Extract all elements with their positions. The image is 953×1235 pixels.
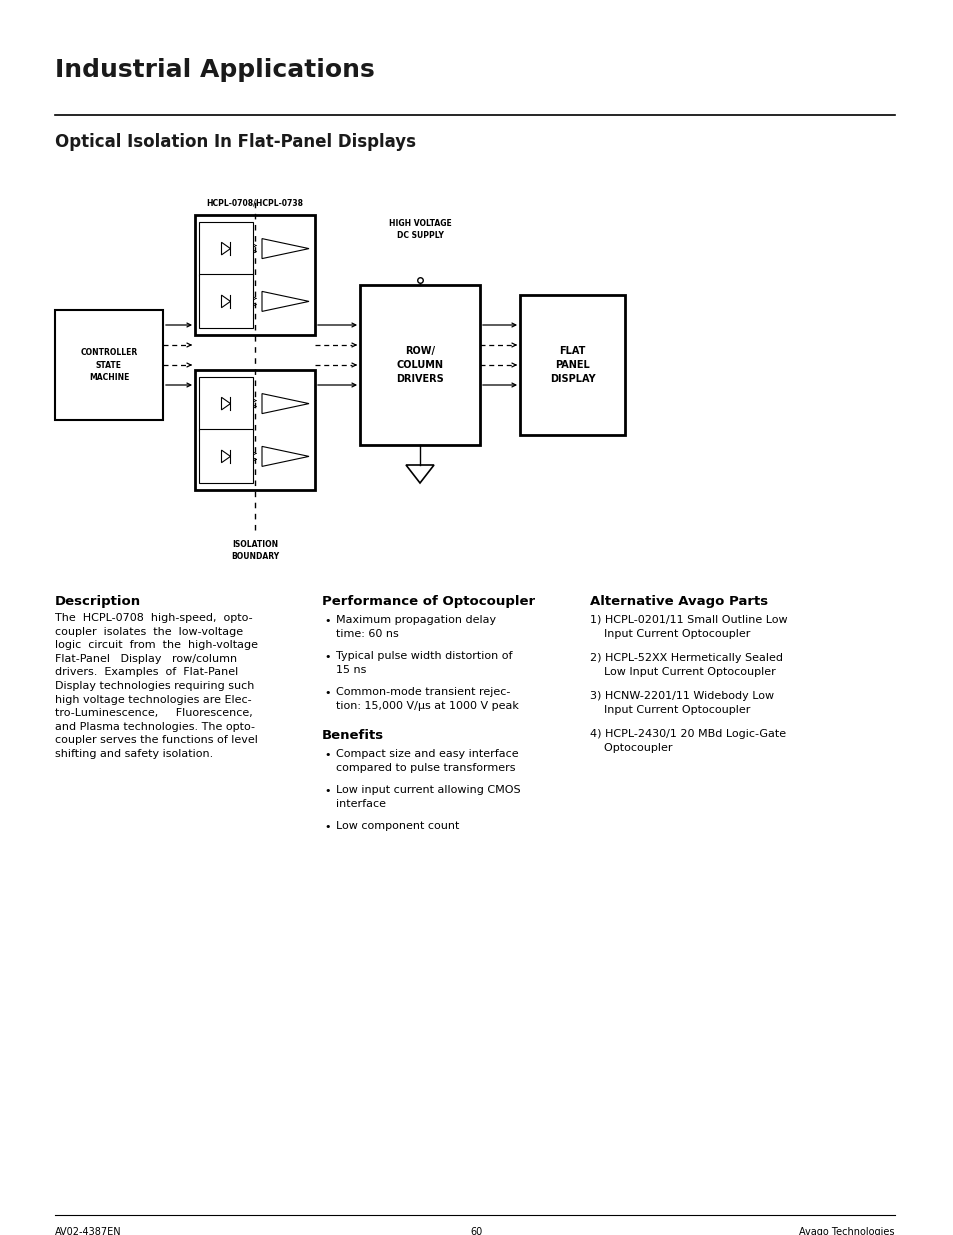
Text: HCPL-0708/HCPL-0738: HCPL-0708/HCPL-0738: [206, 198, 303, 207]
Bar: [359, 285, 479, 445]
Text: FLAT
PANEL
DISPLAY: FLAT PANEL DISPLAY: [549, 346, 595, 384]
Bar: [199, 377, 253, 431]
Text: Benefits: Benefits: [322, 729, 384, 742]
Text: Optical Isolation In Flat-Panel Displays: Optical Isolation In Flat-Panel Displays: [55, 133, 416, 151]
Text: 4) HCPL-2430/1 20 MBd Logic-Gate
    Optocoupler: 4) HCPL-2430/1 20 MBd Logic-Gate Optocou…: [589, 729, 785, 752]
Text: 3) HCNW-2201/11 Widebody Low
    Input Current Optocoupler: 3) HCNW-2201/11 Widebody Low Input Curre…: [589, 692, 773, 715]
Text: The  HCPL-0708  high-speed,  opto-
coupler  isolates  the  low-voltage
logic  ci: The HCPL-0708 high-speed, opto- coupler …: [55, 613, 257, 760]
Text: Low input current allowing CMOS
interface: Low input current allowing CMOS interfac…: [335, 785, 520, 809]
Text: 2) HCPL-52XX Hermetically Sealed
    Low Input Current Optocoupler: 2) HCPL-52XX Hermetically Sealed Low Inp…: [589, 653, 782, 677]
Text: •: •: [324, 616, 330, 626]
Bar: [199, 221, 253, 275]
Text: AV02-4387EN: AV02-4387EN: [55, 1228, 121, 1235]
Text: •: •: [324, 652, 330, 662]
Text: ISOLATION
BOUNDARY: ISOLATION BOUNDARY: [231, 540, 279, 561]
Bar: [519, 295, 624, 435]
Bar: [199, 274, 253, 329]
Text: •: •: [324, 688, 330, 698]
Bar: [194, 370, 314, 490]
Text: 60: 60: [471, 1228, 482, 1235]
Text: Industrial Applications: Industrial Applications: [55, 58, 375, 82]
Text: Description: Description: [55, 595, 141, 608]
Text: Low component count: Low component count: [335, 821, 459, 831]
Text: CONTROLLER
STATE
MACHINE: CONTROLLER STATE MACHINE: [80, 348, 137, 382]
Text: 1) HCPL-0201/11 Small Outline Low
    Input Current Optocoupler: 1) HCPL-0201/11 Small Outline Low Input …: [589, 615, 787, 638]
Text: Alternative Avago Parts: Alternative Avago Parts: [589, 595, 767, 608]
Text: Maximum propagation delay
time: 60 ns: Maximum propagation delay time: 60 ns: [335, 615, 496, 638]
Text: Performance of Optocoupler: Performance of Optocoupler: [322, 595, 535, 608]
Text: Typical pulse width distortion of
15 ns: Typical pulse width distortion of 15 ns: [335, 651, 512, 674]
Text: HIGH VOLTAGE
DC SUPPLY: HIGH VOLTAGE DC SUPPLY: [388, 219, 451, 240]
Text: Common-mode transient rejec-
tion: 15,000 V/μs at 1000 V peak: Common-mode transient rejec- tion: 15,00…: [335, 687, 518, 710]
Text: ROW/
COLUMN
DRIVERS: ROW/ COLUMN DRIVERS: [395, 346, 443, 384]
Text: •: •: [324, 823, 330, 832]
Text: Avago Technologies: Avago Technologies: [799, 1228, 894, 1235]
Bar: [199, 430, 253, 483]
Bar: [55, 310, 163, 420]
Bar: [194, 215, 314, 335]
Text: •: •: [324, 750, 330, 760]
Text: •: •: [324, 785, 330, 797]
Text: Compact size and easy interface
compared to pulse transformers: Compact size and easy interface compared…: [335, 748, 518, 773]
